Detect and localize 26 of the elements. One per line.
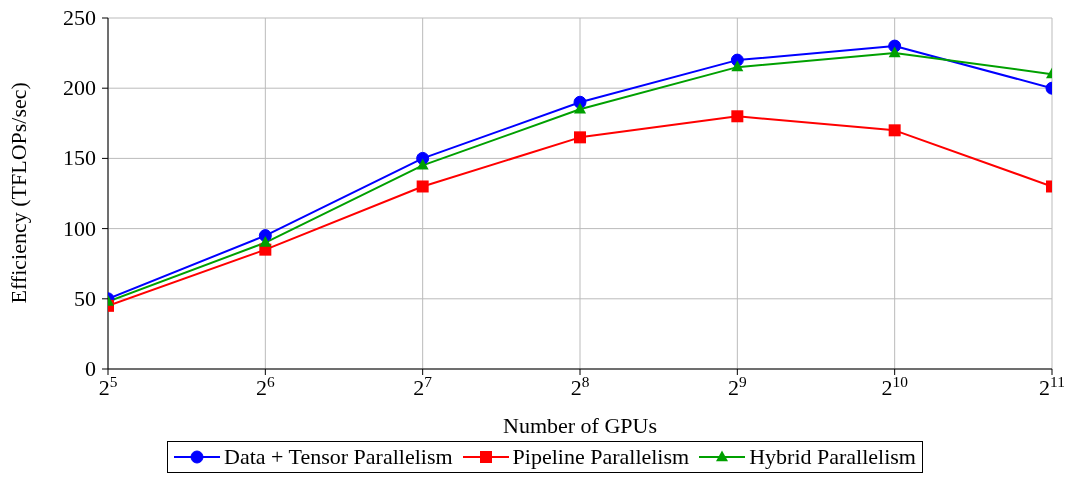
x-tick-label: 2$^{7}$ — [413, 372, 433, 400]
x-axis-title: Number of GPUs — [503, 413, 657, 438]
y-tick-label: 200 — [63, 75, 96, 101]
legend-label: Hybrid Parallelism — [749, 444, 916, 470]
x-tick-label: 2$^{11}$ — [1039, 372, 1065, 400]
point — [888, 46, 901, 58]
y-tick-label: 0 — [85, 356, 96, 381]
x-tick-label: 2$^{6}$ — [255, 372, 275, 400]
x-tick-label: 2$^{10}$ — [881, 372, 909, 400]
point — [416, 180, 429, 193]
y-tick-label: 250 — [63, 5, 96, 30]
legend-label: Pipeline Parallelism — [512, 444, 690, 470]
point — [731, 110, 744, 123]
point — [731, 60, 744, 72]
y-tick-label: 100 — [63, 215, 96, 241]
x-tick-label: 2$^{9}$ — [727, 372, 747, 400]
point — [416, 158, 429, 170]
y-axis-title: Efficiency (TFLOPs/sec) — [5, 82, 31, 304]
y-tick-label: 50 — [74, 285, 96, 311]
point — [574, 131, 586, 144]
point — [888, 124, 901, 137]
y-tick-label: 150 — [63, 145, 96, 171]
x-tick-label: 2$^{5}$ — [98, 372, 118, 400]
legend-label: Data + Tensor Parallelism — [224, 444, 453, 470]
x-tick-label: 2$^{8}$ — [570, 372, 590, 400]
point — [259, 236, 272, 247]
